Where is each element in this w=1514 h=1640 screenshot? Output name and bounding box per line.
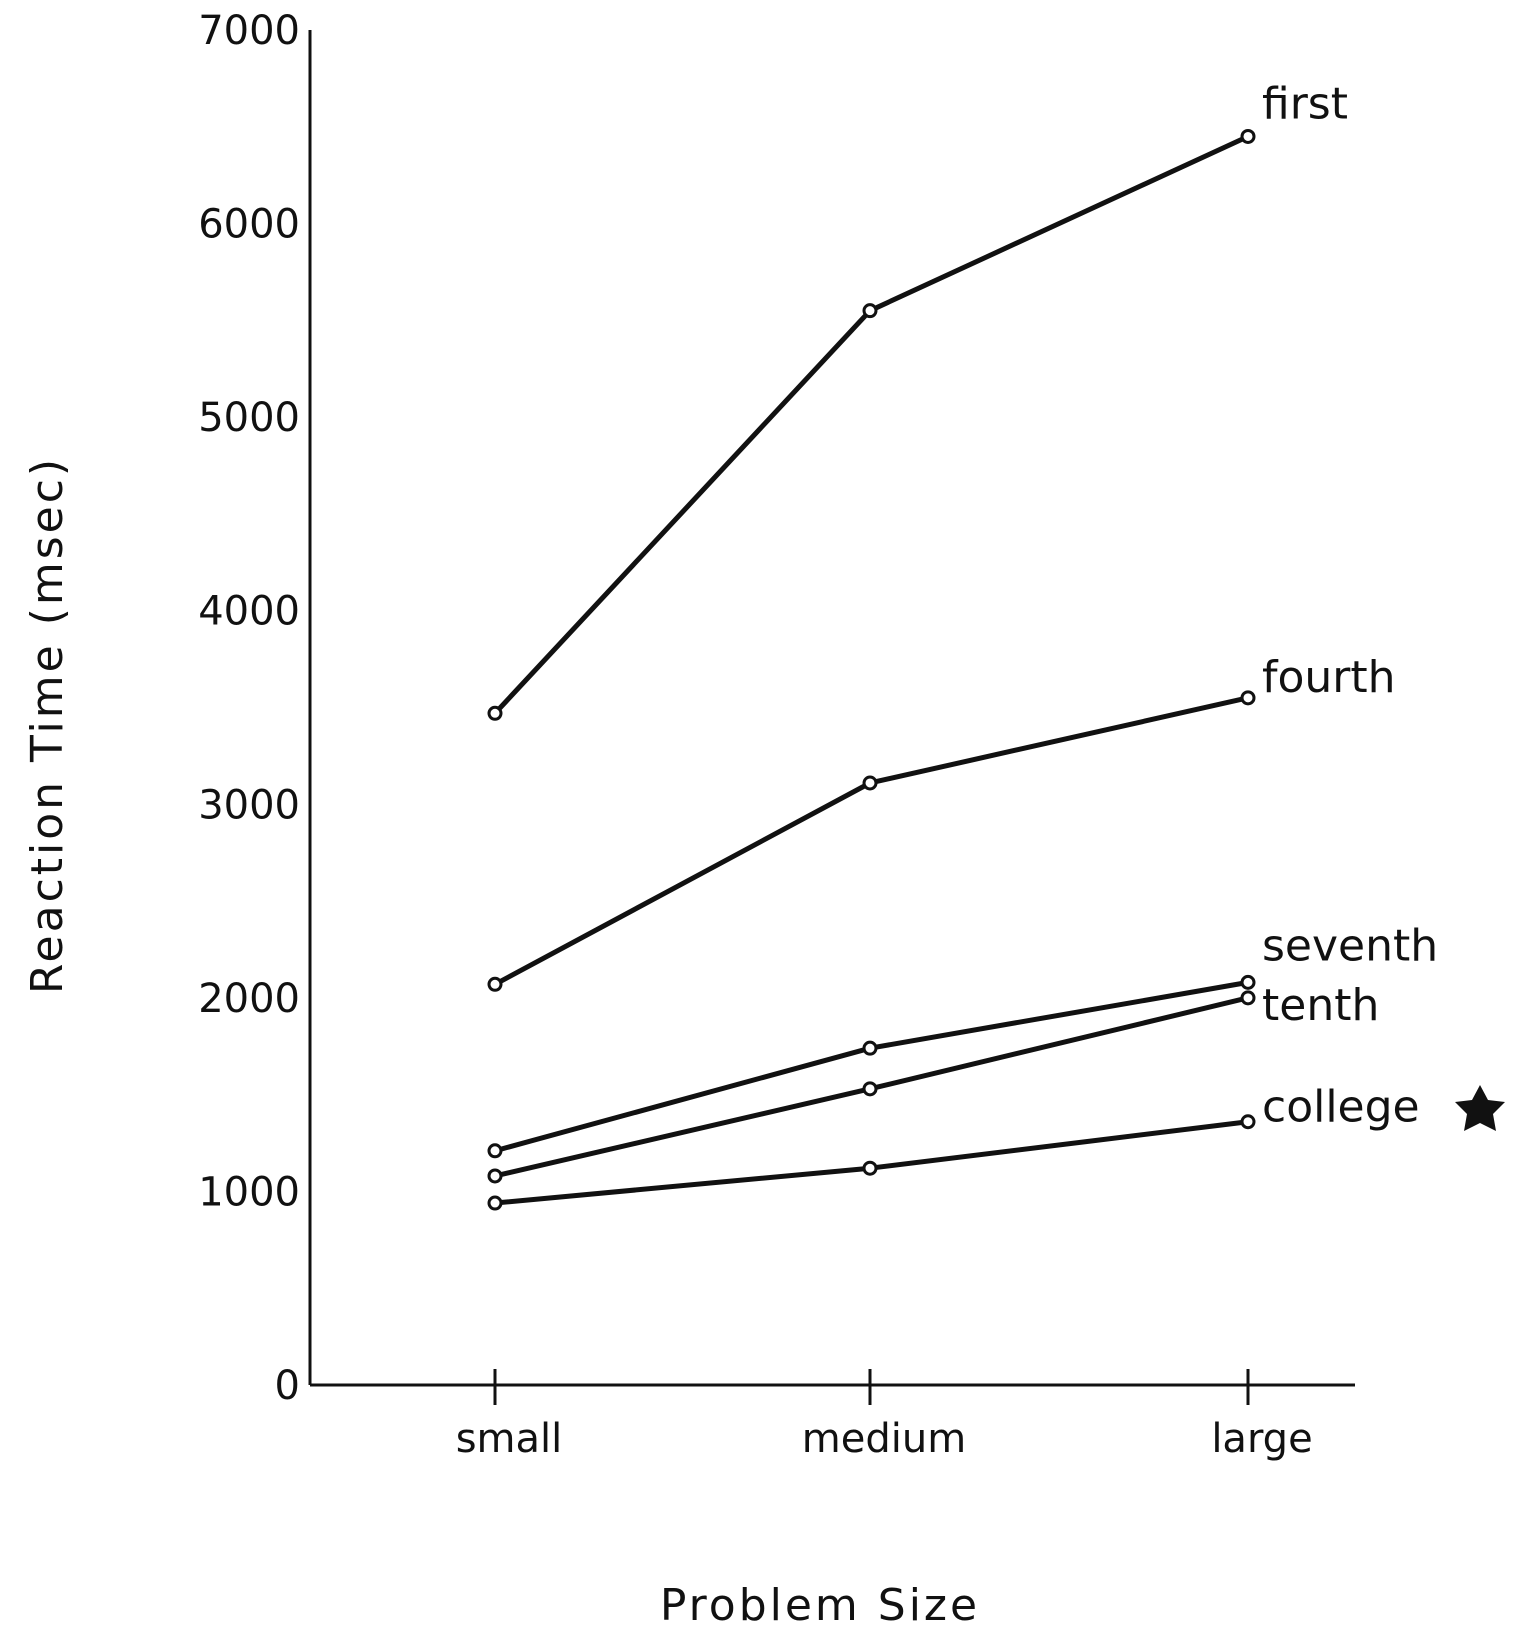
y-tick-label: 5000 [198,395,300,441]
data-point [1240,690,1256,706]
x-tick-label: large [1211,1416,1312,1462]
data-point [862,303,878,319]
series-label: tenth [1262,980,1379,1031]
y-tick-labels: 0 1000 2000 3000 4000 5000 6000 7000 [198,8,300,1409]
data-point [487,705,503,721]
data-point [487,1195,503,1211]
data-point [862,1081,878,1097]
y-tick-label: 3000 [198,782,300,828]
series-seventh: seventh [487,920,1438,1159]
data-point [1240,1114,1256,1130]
data-point [862,1040,878,1056]
data-point [862,775,878,791]
y-tick-label: 2000 [198,976,300,1022]
x-axis-title: Problem Size [660,1580,980,1631]
series-group: first fourth seventh tenth college [487,78,1438,1211]
data-point [487,1168,503,1184]
data-point [487,1143,503,1159]
series-line [492,979,1251,1154]
x-axis: small medium large [310,1369,1355,1462]
series-fourth: fourth [487,652,1396,992]
star-icon [1455,1085,1505,1131]
y-tick-label: 7000 [198,8,300,54]
x-ticks: small medium large [456,1369,1313,1462]
series-label: college [1262,1082,1420,1133]
series-first: first [487,78,1348,721]
series-line [492,133,1251,716]
y-axis: 0 1000 2000 3000 4000 5000 6000 7000 [198,8,312,1409]
series-tenth: tenth [487,980,1379,1184]
y-tick-label: 0 [275,1363,300,1409]
series-label: seventh [1262,920,1438,971]
data-point [487,976,503,992]
data-point [1240,128,1256,144]
data-point [862,1160,878,1176]
x-tick-label: medium [802,1416,966,1462]
series-line [492,695,1251,987]
series-label: first [1262,78,1348,129]
x-tick-label: small [456,1416,563,1462]
data-point [1240,974,1256,990]
series-label: fourth [1262,652,1396,703]
y-tick-label: 1000 [198,1169,300,1215]
series-college: college [487,1082,1420,1211]
y-axis-title: Reaction Time (msec) [22,456,73,994]
y-tick-label: 6000 [198,202,300,248]
data-point [1240,990,1256,1006]
y-tick-label: 4000 [198,589,300,635]
